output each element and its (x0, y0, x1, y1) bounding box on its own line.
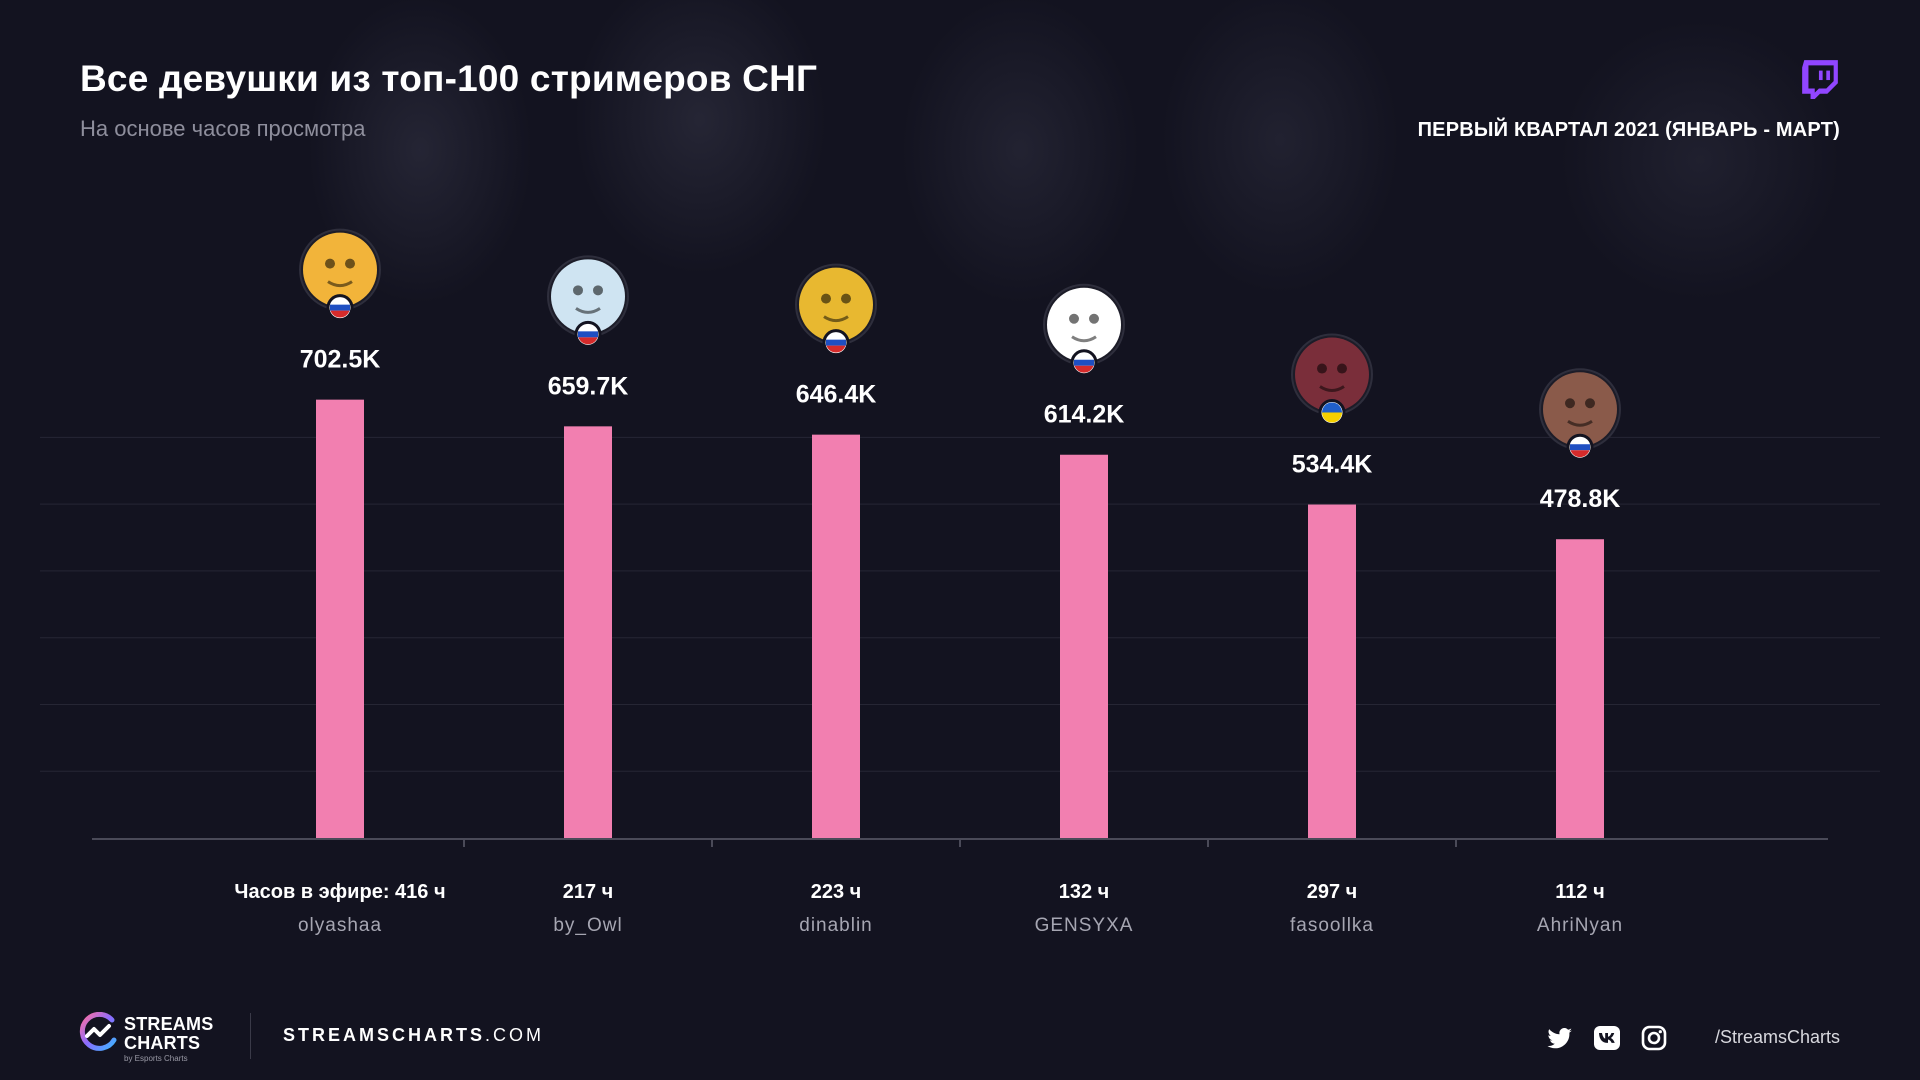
website-link[interactable]: STREAMSCHARTS.COM (283, 1025, 545, 1045)
flag-stripe (1570, 450, 1590, 458)
hours-label: 223 ч (811, 881, 862, 903)
bar-chart: 702.5K Часов в эфире: 416 ч olyashaa 659.7K… (40, 228, 1880, 936)
chart-title: Все девушки из топ-100 стримеров СНГ (80, 58, 818, 99)
bar-dinablin (812, 434, 860, 838)
period-label: ПЕРВЫЙ КВАРТАЛ 2021 (ЯНВАРЬ - МАРТ) (1417, 119, 1840, 141)
value-label: 478.8K (1540, 485, 1621, 513)
hours-label: 132 ч (1059, 881, 1110, 903)
instagram-icon[interactable] (1640, 1024, 1668, 1052)
flag-stripe (1322, 412, 1342, 423)
avatar-GENSYXA (1043, 283, 1125, 377)
flag-russia-icon (574, 320, 602, 348)
avatar-eye (1337, 363, 1347, 374)
avatar-image (1543, 372, 1617, 447)
chart-subtitle: На основе часов просмотра (80, 116, 366, 141)
twitter-icon[interactable] (1546, 1024, 1574, 1052)
avatar-eye (1069, 313, 1079, 324)
value-label: 702.5K (300, 346, 381, 374)
social-handle[interactable]: /StreamsCharts (1714, 1027, 1840, 1047)
streamer-name: by_Owl (553, 915, 622, 936)
avatar-mouth (575, 307, 601, 314)
value-label: 534.4K (1292, 451, 1373, 479)
flag-stripe (826, 339, 846, 346)
avatar-eye (1585, 398, 1595, 409)
avatar-eye (1317, 363, 1327, 374)
avatar-fasoollka (1291, 333, 1373, 427)
flag-stripe (1322, 402, 1342, 413)
flag-stripe (826, 345, 846, 353)
avatar-eye (593, 285, 603, 296)
avatar-mouth (327, 280, 353, 288)
avatar-eye (821, 293, 831, 304)
streamer-name: dinablin (799, 915, 873, 936)
hours-label: Часов в эфире: 416 ч (234, 881, 445, 903)
flag-russia-icon (1566, 433, 1594, 461)
avatar-eye (1089, 313, 1099, 324)
streamer-name: fasoollka (1290, 915, 1374, 936)
bars (316, 399, 1604, 838)
flag-russia-icon (822, 329, 850, 357)
value-label: 646.4K (796, 381, 877, 409)
streamer-name: AhriNyan (1537, 915, 1623, 936)
labels: 702.5K Часов в эфире: 416 ч olyashaa 659.7K… (234, 228, 1623, 936)
value-label: 659.7K (548, 372, 629, 400)
brand-name: STREAMS CHARTS (124, 1014, 214, 1053)
avatar-mouth (1071, 335, 1097, 343)
avatar-image (1047, 287, 1121, 362)
flag-stripe (578, 331, 598, 338)
flag-russia-icon (326, 294, 354, 322)
x-axis (92, 838, 1828, 847)
flag-stripe (330, 304, 350, 311)
bar-GENSYXA (1060, 454, 1108, 838)
bar-olyashaa (316, 399, 364, 838)
avatar-eye (345, 258, 355, 269)
avatar-image (1295, 337, 1369, 412)
avatar-image (799, 267, 873, 342)
hours-label: 217 ч (563, 881, 614, 903)
avatar-dinablin (795, 263, 877, 357)
avatar-eye (573, 285, 583, 296)
vk-icon[interactable] (1593, 1024, 1621, 1052)
avatar-olyashaa (299, 228, 381, 322)
flag-stripe (1074, 365, 1094, 373)
avatar-eye (1565, 398, 1575, 409)
bar-by_Owl (564, 426, 612, 838)
streamer-name: olyashaa (298, 915, 382, 936)
avatar-mouth (1319, 385, 1345, 393)
flag-stripe (1570, 444, 1590, 451)
streamer-name: GENSYXA (1035, 915, 1134, 936)
flag-stripe (578, 337, 598, 345)
footer-divider (250, 1013, 251, 1059)
avatar-mouth (823, 315, 849, 323)
brand-tagline: by Esports Charts (124, 1054, 188, 1063)
flag-russia-icon (1070, 349, 1098, 377)
bar-AhriNyan (1556, 539, 1604, 838)
avatar-mouth (1567, 419, 1593, 427)
avatar-image (551, 259, 625, 334)
avatar-eye (841, 293, 851, 304)
avatar-by_Owl (547, 255, 629, 348)
bar-fasoollka (1308, 504, 1356, 838)
avatar-eye (325, 258, 335, 269)
flag-stripe (1074, 359, 1094, 366)
twitch-icon (1802, 60, 1838, 99)
avatar-AhriNyan (1539, 368, 1621, 461)
flag-stripe (330, 310, 350, 318)
avatar-image (303, 232, 377, 307)
flag-ukraine-icon (1318, 399, 1346, 427)
streamscharts-logo-icon (79, 1012, 117, 1051)
hours-label: 112 ч (1555, 881, 1604, 903)
hours-label: 297 ч (1307, 881, 1358, 903)
value-label: 614.2K (1044, 401, 1125, 429)
